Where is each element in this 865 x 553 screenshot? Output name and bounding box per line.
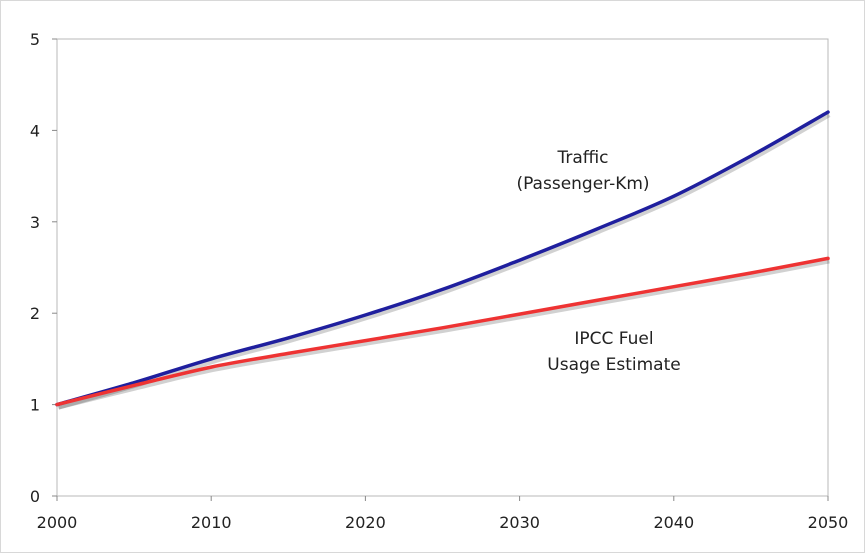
y-tick-label: 5 — [30, 30, 40, 49]
x-tick-label: 2020 — [345, 513, 386, 532]
ipcc-label-line-2: Usage Estimate — [547, 355, 680, 375]
y-tick-label: 1 — [30, 396, 40, 415]
y-axis-ticks: 0 1 2 3 4 5 — [30, 30, 57, 506]
x-tick-label: 2040 — [653, 513, 694, 532]
traffic-line — [55, 110, 830, 407]
y-tick-label: 0 — [30, 487, 40, 506]
x-tick-label: 2000 — [37, 513, 78, 532]
traffic-label-line-2: (Passenger-Km) — [516, 174, 649, 194]
y-tick-label: 2 — [30, 304, 40, 323]
y-tick-label: 4 — [30, 121, 40, 140]
traffic-label-line-1: Traffic — [556, 148, 608, 168]
plot-area — [56, 38, 829, 497]
ipcc-fuel-line — [55, 256, 830, 407]
x-tick-label: 2010 — [191, 513, 232, 532]
ipcc-label-line-1: IPCC Fuel — [574, 329, 653, 349]
x-tick-label: 2030 — [499, 513, 540, 532]
x-axis-ticks: 2000 2010 2020 2030 2040 2050 — [37, 496, 849, 532]
y-tick-label: 3 — [30, 213, 40, 232]
ipcc-fuel-line-shadow — [58, 259, 830, 410]
traffic-line-shadow — [57, 113, 831, 410]
x-tick-label: 2050 — [808, 513, 849, 532]
series-lines — [55, 110, 831, 410]
